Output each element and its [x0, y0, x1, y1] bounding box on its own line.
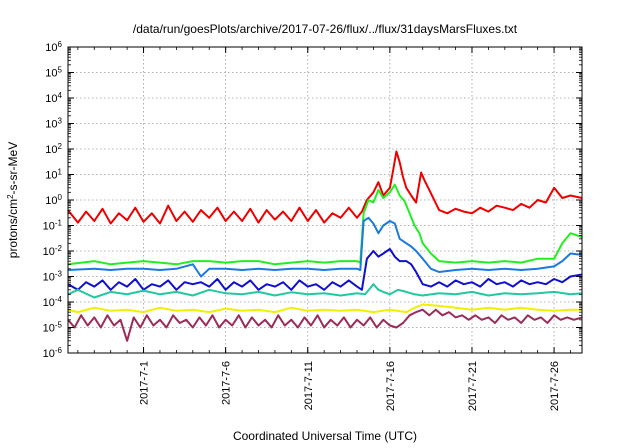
- y-tick-base: 10: [45, 119, 57, 131]
- y-tick-label: 106: [45, 40, 62, 55]
- y-axis-title: protons/cm2-s-sr-MeV: [6, 142, 21, 258]
- series-line-1: [67, 150, 583, 225]
- y-tick-label: 10-2: [43, 244, 63, 259]
- x-axis-title: Coordinated Universal Time (UTC): [233, 429, 417, 443]
- y-tick-exponent: -2: [55, 244, 63, 253]
- series-line-3: [67, 216, 583, 278]
- x-tick-label: 2017-7-11: [303, 361, 315, 410]
- x-tick-label: 2017-7-21: [467, 361, 479, 411]
- y-tick-exponent: 6: [58, 40, 63, 49]
- chart-title: /data/run/goesPlots/archive/2017-07-26/f…: [133, 22, 518, 36]
- y-axis-title-sup: 2: [6, 194, 15, 199]
- y-tick-exponent: 3: [58, 116, 63, 125]
- y-tick-label: 100: [45, 193, 62, 208]
- y-tick-exponent: -5: [55, 320, 63, 329]
- y-tick-label: 10-3: [43, 269, 63, 284]
- y-tick-exponent: 0: [58, 193, 63, 202]
- x-tick-label: 2017-7-6: [221, 361, 233, 405]
- y-tick-base: 10: [45, 93, 57, 105]
- y-tick-labels: 10-610-510-410-310-210-11001011021031041…: [43, 40, 63, 361]
- y-tick-label: 104: [45, 91, 62, 106]
- series-line-4: [67, 248, 583, 291]
- grid: [68, 47, 582, 353]
- y-tick-base: 10: [43, 348, 55, 360]
- series-line-2: [67, 183, 583, 266]
- y-axis-title-rest: -s-sr-MeV: [6, 142, 20, 195]
- y-tick-label: 101: [45, 167, 62, 182]
- y-tick-base: 10: [43, 297, 55, 309]
- y-axis-title-main: protons/cm: [6, 199, 20, 258]
- y-tick-exponent: 5: [58, 65, 63, 74]
- y-tick-label: 10-1: [43, 218, 63, 233]
- tick-marks: [68, 46, 582, 354]
- series-line-6: [67, 303, 582, 314]
- series-line-5: [67, 283, 583, 299]
- series-layer: [67, 150, 583, 342]
- x-tick-label: 2017-7-16: [385, 361, 397, 411]
- x-tick-label: 2017-7-1: [139, 361, 151, 405]
- series-line-7: [67, 308, 583, 342]
- y-tick-base: 10: [43, 272, 55, 284]
- y-tick-label: 105: [45, 65, 62, 80]
- y-tick-exponent: -4: [55, 295, 63, 304]
- y-tick-base: 10: [43, 246, 55, 258]
- y-tick-base: 10: [45, 170, 57, 182]
- y-tick-label: 102: [45, 142, 62, 157]
- x-tick-labels: 2017-7-1 2017-7-6 2017-7-11 2017-7-16 2017-7…: [139, 361, 562, 411]
- x-tick-label: 2017-7-26: [549, 361, 561, 411]
- y-tick-base: 10: [43, 221, 55, 233]
- y-tick-exponent: 2: [58, 142, 63, 151]
- y-tick-exponent: 4: [58, 91, 63, 100]
- y-tick-label: 103: [45, 116, 62, 131]
- y-tick-label: 10-5: [43, 320, 63, 335]
- y-tick-exponent: -3: [55, 269, 63, 278]
- y-tick-base: 10: [45, 195, 57, 207]
- y-tick-exponent: -1: [55, 218, 63, 227]
- y-tick-base: 10: [45, 144, 57, 156]
- y-tick-base: 10: [45, 68, 57, 80]
- y-tick-label: 10-6: [43, 346, 63, 361]
- y-tick-exponent: 1: [58, 167, 63, 176]
- y-tick-base: 10: [43, 323, 55, 335]
- y-tick-base: 10: [45, 42, 57, 54]
- y-tick-label: 10-4: [43, 295, 63, 310]
- y-tick-exponent: -6: [55, 346, 63, 355]
